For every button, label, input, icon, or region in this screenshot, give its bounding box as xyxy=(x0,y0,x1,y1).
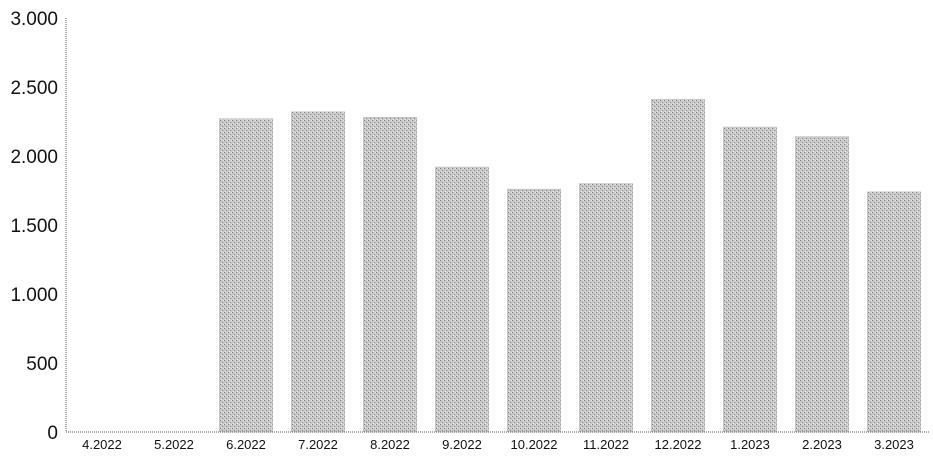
x-tick-label: 10.2022 xyxy=(511,437,558,452)
y-tick-label: 2.500 xyxy=(10,78,58,99)
x-axis-ticks: 4.2022 5.2022 6.2022 7.2022 8.2022 9.2022 10.2… xyxy=(82,437,914,452)
bar-1.2023 xyxy=(723,126,777,433)
bar-6.2022 xyxy=(219,118,273,433)
x-tick-label: 3.2023 xyxy=(874,437,914,452)
x-tick-label: 11.2022 xyxy=(583,437,629,452)
x-tick-label: 4.2022 xyxy=(82,437,122,452)
x-tick-label: 8.2022 xyxy=(370,437,410,452)
bar-10.2022 xyxy=(507,188,561,433)
y-tick-label: 2.000 xyxy=(10,147,58,168)
bar-2.2023 xyxy=(795,136,849,433)
x-tick-label: 12.2022 xyxy=(655,437,702,452)
bar-12.2022 xyxy=(651,99,705,433)
x-tick-label: 7.2022 xyxy=(298,437,338,452)
y-tick-label: 3.000 xyxy=(10,9,58,30)
y-tick-label: 1.500 xyxy=(10,216,58,237)
x-tick-label: 1.2023 xyxy=(730,437,770,452)
x-tick-label: 5.2022 xyxy=(154,437,194,452)
bar-9.2022 xyxy=(435,166,489,433)
y-axis-ticks: 0 500 1.000 1.500 2.000 2.500 3.000 xyxy=(10,9,58,444)
y-tick-label: 500 xyxy=(26,354,58,375)
bar-7.2022 xyxy=(291,111,345,433)
y-tick-label: 1.000 xyxy=(10,285,58,306)
bars-group xyxy=(219,99,921,433)
bar-8.2022 xyxy=(363,117,417,433)
x-tick-label: 2.2023 xyxy=(802,437,842,452)
x-tick-label: 6.2022 xyxy=(226,437,266,452)
bar-11.2022 xyxy=(579,183,633,433)
x-tick-label: 9.2022 xyxy=(442,437,482,452)
y-tick-label: 0 xyxy=(47,423,58,444)
bar-3.2023 xyxy=(867,191,921,433)
